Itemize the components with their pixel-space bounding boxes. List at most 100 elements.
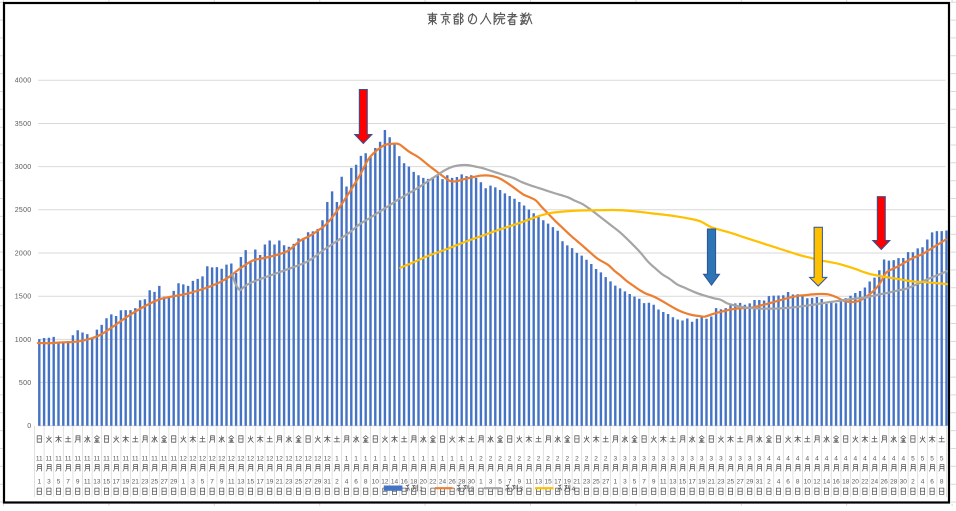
svg-text:12: 12 <box>256 455 264 462</box>
svg-text:4000: 4000 <box>15 78 32 85</box>
svg-text:15: 15 <box>679 478 687 485</box>
svg-text:1: 1 <box>613 478 617 485</box>
svg-text:12: 12 <box>813 478 821 485</box>
svg-text:1: 1 <box>373 455 377 462</box>
svg-text:17: 17 <box>688 478 696 485</box>
svg-text:13: 13 <box>237 478 245 485</box>
svg-text:21: 21 <box>276 478 284 485</box>
svg-text:2: 2 <box>556 455 560 462</box>
svg-text:13: 13 <box>535 478 543 485</box>
svg-text:11: 11 <box>122 455 129 462</box>
svg-text:3: 3 <box>623 478 627 485</box>
svg-text:11: 11 <box>94 455 101 462</box>
svg-text:9: 9 <box>517 478 521 485</box>
svg-text:11: 11 <box>142 455 149 462</box>
svg-text:12: 12 <box>247 455 255 462</box>
svg-text:1: 1 <box>402 455 406 462</box>
svg-text:15: 15 <box>247 478 255 485</box>
svg-text:3: 3 <box>719 455 723 462</box>
svg-text:30: 30 <box>468 478 476 485</box>
svg-text:29: 29 <box>746 478 754 485</box>
svg-text:2500: 2500 <box>15 207 32 214</box>
svg-text:4: 4 <box>834 455 838 462</box>
svg-text:4: 4 <box>796 455 800 462</box>
svg-text:2: 2 <box>575 455 579 462</box>
svg-text:10: 10 <box>372 478 380 485</box>
svg-text:6: 6 <box>354 478 358 485</box>
svg-text:4: 4 <box>853 455 857 462</box>
svg-text:4: 4 <box>863 455 867 462</box>
svg-text:1: 1 <box>421 455 425 462</box>
svg-text:4: 4 <box>777 455 781 462</box>
svg-text:27: 27 <box>160 478 168 485</box>
svg-text:8: 8 <box>940 478 944 485</box>
svg-text:3: 3 <box>738 455 742 462</box>
svg-text:3: 3 <box>729 455 733 462</box>
svg-text:19: 19 <box>564 478 572 485</box>
svg-text:5: 5 <box>930 455 934 462</box>
svg-text:26: 26 <box>448 478 456 485</box>
svg-text:2: 2 <box>565 455 569 462</box>
svg-text:12: 12 <box>180 455 188 462</box>
svg-text:22: 22 <box>429 478 437 485</box>
svg-text:3: 3 <box>191 478 195 485</box>
svg-text:27: 27 <box>736 478 744 485</box>
svg-text:19: 19 <box>266 478 274 485</box>
svg-text:4: 4 <box>892 455 896 462</box>
svg-text:29: 29 <box>170 478 178 485</box>
svg-text:16: 16 <box>400 478 408 485</box>
svg-text:19: 19 <box>122 478 130 485</box>
svg-text:12: 12 <box>208 455 216 462</box>
svg-text:11: 11 <box>36 455 43 462</box>
svg-text:2: 2 <box>911 478 915 485</box>
svg-text:12: 12 <box>285 455 293 462</box>
svg-text:1: 1 <box>335 455 339 462</box>
svg-text:3: 3 <box>623 455 627 462</box>
svg-text:3: 3 <box>748 455 752 462</box>
svg-text:12: 12 <box>276 455 284 462</box>
svg-text:11: 11 <box>228 478 235 485</box>
svg-text:1: 1 <box>450 455 454 462</box>
svg-text:3: 3 <box>671 455 675 462</box>
svg-text:5: 5 <box>498 478 502 485</box>
svg-text:8: 8 <box>796 478 800 485</box>
svg-text:12: 12 <box>218 455 226 462</box>
svg-text:3: 3 <box>633 455 637 462</box>
svg-text:9: 9 <box>220 478 224 485</box>
svg-text:16: 16 <box>832 478 840 485</box>
svg-text:12: 12 <box>199 455 207 462</box>
svg-text:3: 3 <box>642 455 646 462</box>
svg-text:12: 12 <box>266 455 274 462</box>
svg-text:2: 2 <box>604 455 608 462</box>
svg-text:2: 2 <box>498 455 502 462</box>
svg-text:14: 14 <box>391 478 399 485</box>
svg-text:3: 3 <box>700 455 704 462</box>
svg-text:4: 4 <box>844 455 848 462</box>
svg-text:23: 23 <box>285 478 293 485</box>
svg-text:1: 1 <box>419 486 423 493</box>
svg-text:2: 2 <box>479 455 483 462</box>
svg-text:4: 4 <box>901 455 905 462</box>
svg-text:8: 8 <box>364 478 368 485</box>
svg-text:2: 2 <box>470 486 474 493</box>
svg-text:17: 17 <box>256 478 264 485</box>
svg-text:15: 15 <box>103 478 111 485</box>
svg-text:1: 1 <box>181 478 185 485</box>
svg-text:1: 1 <box>431 455 435 462</box>
svg-text:21: 21 <box>573 478 581 485</box>
svg-text:4: 4 <box>767 455 771 462</box>
svg-text:11: 11 <box>660 478 667 485</box>
svg-text:9: 9 <box>652 478 656 485</box>
svg-text:4: 4 <box>873 455 877 462</box>
svg-text:11: 11 <box>526 478 533 485</box>
svg-text:12: 12 <box>304 455 312 462</box>
svg-text:12: 12 <box>228 455 236 462</box>
svg-text:1: 1 <box>469 455 473 462</box>
svg-text:12: 12 <box>295 455 303 462</box>
svg-text:3: 3 <box>489 478 493 485</box>
svg-text:4: 4 <box>921 478 925 485</box>
svg-text:5: 5 <box>201 478 205 485</box>
svg-text:2: 2 <box>594 455 598 462</box>
svg-text:1: 1 <box>354 455 358 462</box>
svg-text:2: 2 <box>546 455 550 462</box>
